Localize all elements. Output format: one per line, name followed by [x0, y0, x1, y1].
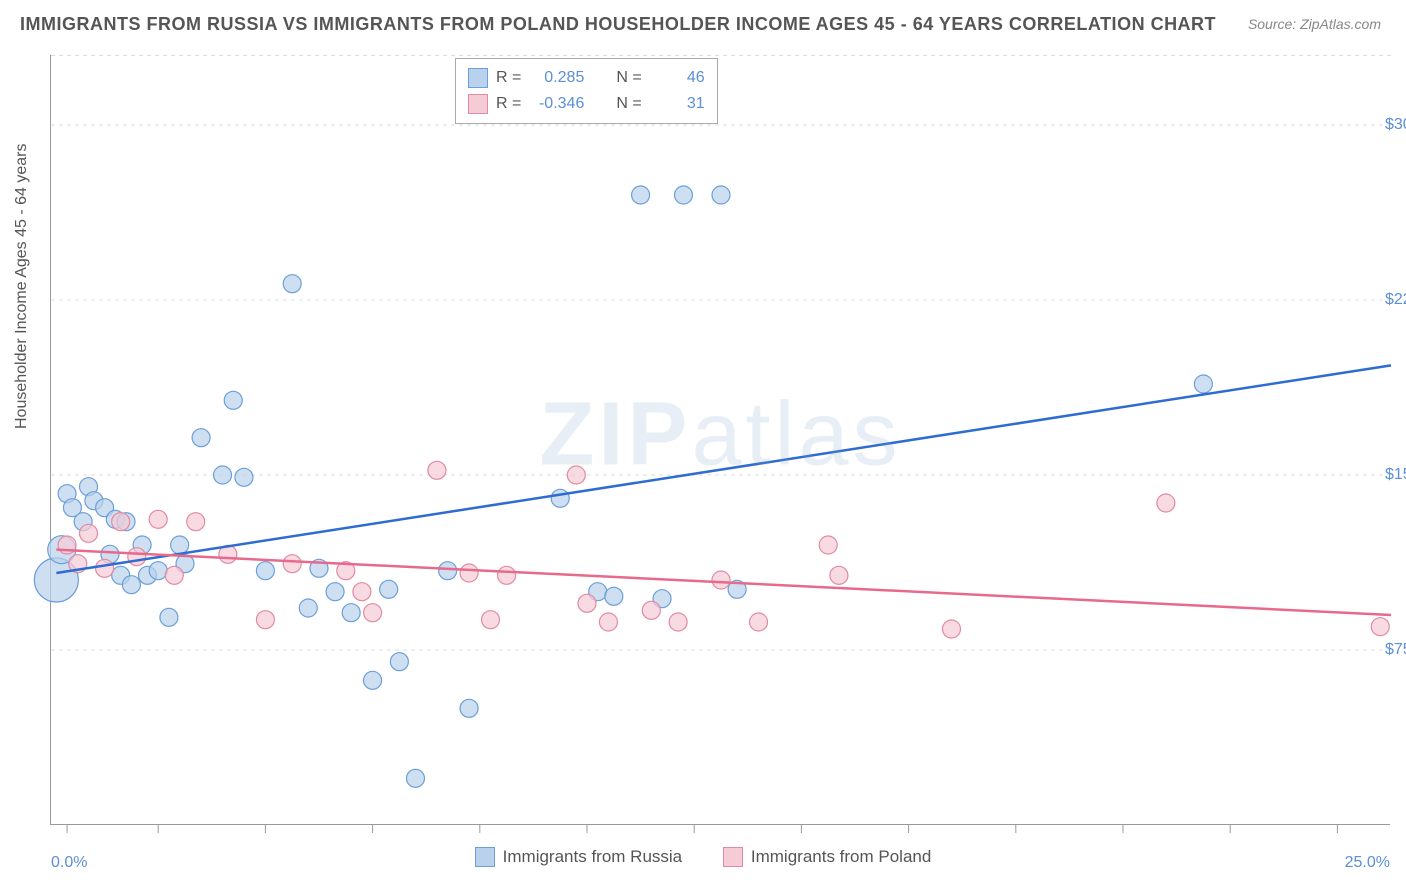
legend-swatch-russia — [475, 847, 495, 867]
y-tick-label: $75,000 — [1375, 641, 1406, 659]
data-point — [171, 536, 189, 554]
y-tick-label: $150,000 — [1375, 466, 1406, 484]
data-point — [390, 653, 408, 671]
data-point — [187, 513, 205, 531]
data-point — [326, 583, 344, 601]
stats-row-russia: R = 0.285 N = 46 — [468, 65, 705, 91]
y-tick-label: $300,000 — [1375, 116, 1406, 134]
legend-item-russia: Immigrants from Russia — [475, 847, 682, 867]
data-point — [80, 524, 98, 542]
data-point — [160, 608, 178, 626]
data-point — [674, 186, 692, 204]
stats-swatch-russia — [468, 68, 488, 88]
data-point — [712, 186, 730, 204]
data-point — [283, 275, 301, 293]
data-point — [1157, 494, 1175, 512]
data-point — [342, 604, 360, 622]
data-point — [149, 562, 167, 580]
data-point — [192, 429, 210, 447]
stats-row-poland: R = -0.346 N = 31 — [468, 91, 705, 117]
data-point — [599, 613, 617, 631]
data-point — [750, 613, 768, 631]
data-point — [224, 391, 242, 409]
data-point — [1371, 618, 1389, 636]
data-point — [299, 599, 317, 617]
data-point — [830, 566, 848, 584]
data-point — [1194, 375, 1212, 393]
data-point — [551, 489, 569, 507]
data-point — [122, 576, 140, 594]
data-point — [380, 580, 398, 598]
data-point — [149, 510, 167, 528]
data-point — [819, 536, 837, 554]
data-point — [128, 548, 146, 566]
data-point — [165, 566, 183, 584]
chart-plot-area: ZIPatlas $75,000$150,000$225,000$300,000… — [50, 55, 1390, 825]
data-point — [642, 601, 660, 619]
data-point — [353, 583, 371, 601]
legend: Immigrants from Russia Immigrants from P… — [0, 847, 1406, 872]
data-point — [567, 466, 585, 484]
data-point — [214, 466, 232, 484]
scatter-svg — [51, 55, 1390, 824]
data-point — [460, 699, 478, 717]
data-point — [439, 562, 457, 580]
data-point — [406, 769, 424, 787]
data-point — [256, 562, 274, 580]
trend-line — [56, 365, 1391, 573]
stats-swatch-poland — [468, 94, 488, 114]
data-point — [96, 559, 114, 577]
data-point — [632, 186, 650, 204]
data-point — [482, 611, 500, 629]
trend-line — [56, 550, 1391, 615]
data-point — [428, 461, 446, 479]
data-point — [712, 571, 730, 589]
data-point — [669, 613, 687, 631]
data-point — [498, 566, 516, 584]
data-point — [578, 594, 596, 612]
source-attribution: Source: ZipAtlas.com — [1248, 16, 1381, 32]
data-point — [112, 513, 130, 531]
y-tick-label: $225,000 — [1375, 291, 1406, 309]
data-point — [256, 611, 274, 629]
data-point — [364, 671, 382, 689]
data-point — [942, 620, 960, 638]
data-point — [364, 604, 382, 622]
data-point — [605, 587, 623, 605]
legend-swatch-poland — [723, 847, 743, 867]
data-point — [235, 468, 253, 486]
chart-title: IMMIGRANTS FROM RUSSIA VS IMMIGRANTS FRO… — [20, 14, 1216, 35]
y-axis-title: Householder Income Ages 45 - 64 years — [13, 144, 31, 430]
legend-item-poland: Immigrants from Poland — [723, 847, 931, 867]
correlation-stats-box: R = 0.285 N = 46 R = -0.346 N = 31 — [455, 58, 718, 124]
data-point — [460, 564, 478, 582]
data-point — [283, 555, 301, 573]
